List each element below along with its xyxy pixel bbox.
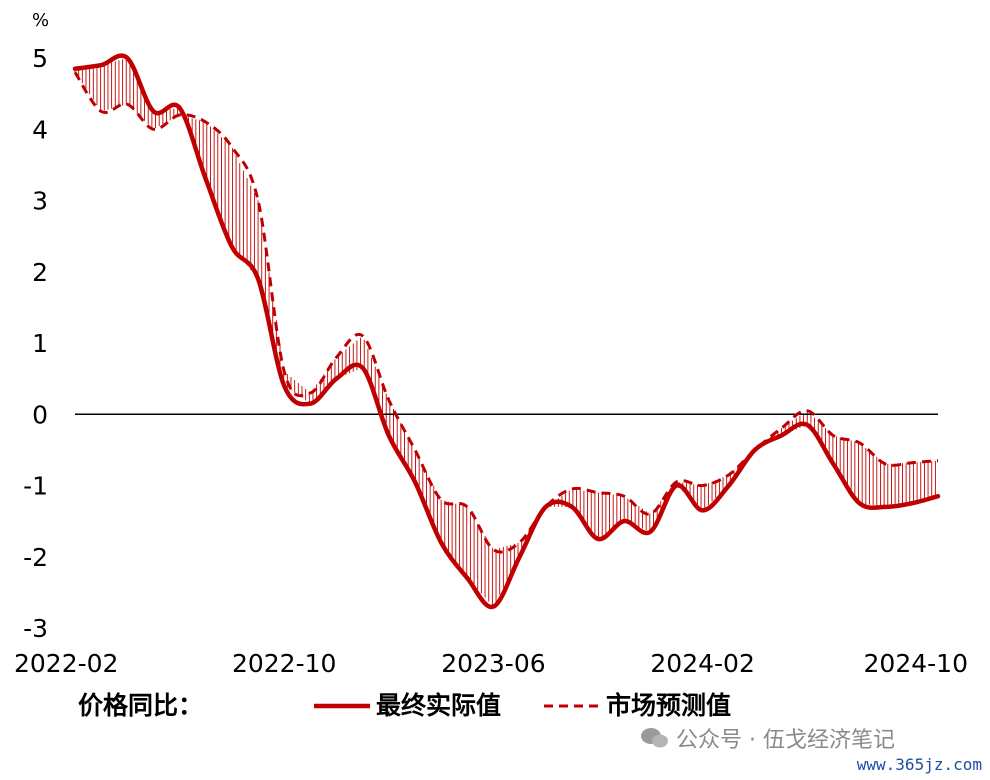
y-tick-label: 0 [32, 400, 48, 429]
y-tick-label: 3 [32, 187, 48, 216]
y-tick-labels: 5 4 3 2 1 0 -1 -2 -3 [23, 44, 48, 643]
y-tick-label: 4 [32, 115, 48, 144]
legend-label-actual: 最终实际值 [376, 691, 501, 720]
y-tick-label: 1 [32, 329, 48, 358]
x-tick-label: 2024-02 [650, 649, 754, 678]
watermark-text: 公众号 · 伍戈经济笔记 [676, 728, 895, 753]
x-tick-labels: 2022-02 2022-10 2023-06 2024-02 2024-10 [14, 649, 968, 678]
y-tick-label: 5 [32, 44, 48, 73]
hatch-shading [74, 58, 936, 606]
source-badge: www.365jz.com [856, 755, 982, 774]
wechat-icon [641, 728, 668, 748]
y-tick-label: -2 [23, 543, 48, 572]
watermark: 公众号 · 伍戈经济笔记 [640, 722, 895, 754]
series-line-actual [72, 53, 941, 610]
x-tick-label: 2022-02 [14, 649, 118, 678]
y-tick-label: -3 [23, 614, 48, 643]
y-tick-label: -1 [23, 472, 48, 501]
x-tick-label: 2024-10 [864, 649, 968, 678]
legend-label-forecast: 市场预测值 [606, 691, 731, 720]
x-tick-label: 2022-10 [232, 649, 336, 678]
y-tick-label: 2 [32, 258, 48, 287]
series-line-forecast [73, 71, 939, 554]
legend-title: 价格同比： [78, 691, 203, 720]
y-unit-label: % [32, 10, 49, 31]
x-tick-label: 2023-06 [441, 649, 545, 678]
